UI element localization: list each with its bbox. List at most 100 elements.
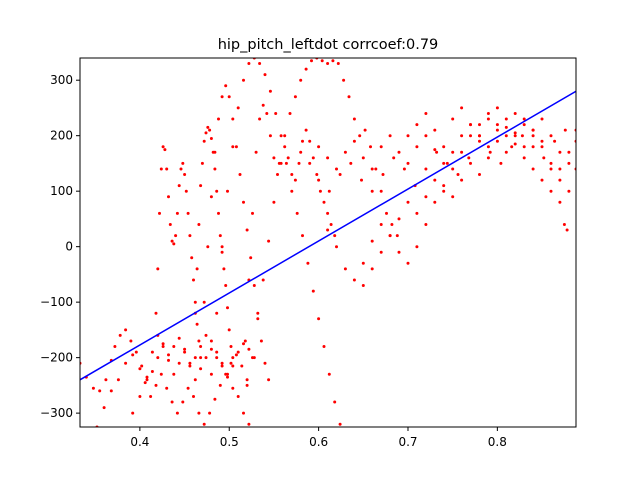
scatter-point [202,422,206,426]
scatter-point [197,411,201,415]
scatter-point [565,228,569,232]
scatter-point [165,167,169,171]
x-tick-label: 0.6 [309,435,328,449]
scatter-point [161,345,165,348]
x-tick-label: 0.8 [488,435,507,449]
scatter-point [442,161,446,165]
fit-line [80,90,576,381]
scatter-point [478,123,481,127]
scatter-point [174,234,178,238]
scatter-point [342,78,346,82]
scatter-point [290,173,294,176]
scatter-point [193,378,197,382]
scatter-point [188,234,192,238]
scatter-point [370,167,374,171]
scatter-point [504,125,508,129]
scatter-point [208,128,212,132]
scatter-point [184,189,188,193]
scatter-point [215,189,219,193]
scatter-point [469,161,472,165]
scatter-point [406,200,410,204]
scatter-point [249,256,253,260]
scatter-point [159,372,163,376]
scatter-point [495,106,499,110]
scatter-point [415,245,419,249]
scatter-point [558,178,562,182]
scatter-point [179,167,183,171]
y-tick-label: −100 [40,295,73,309]
scatter-point [361,156,365,160]
scatter-point [370,267,374,271]
scatter-point [329,223,333,226]
scatter-point [279,134,283,138]
scatter-point [435,150,439,154]
scatter-point [467,156,471,160]
scatter-point [317,317,321,321]
scatter-point [116,378,120,382]
scatter-point [424,134,428,138]
chart-title: hip_pitch_leftdot corrcoef:0.79 [218,37,439,53]
scatter-point [272,156,276,160]
scatter-point [510,145,514,149]
scatter-point [522,123,526,127]
scatter-point [513,142,517,146]
scatter-point [460,134,464,138]
scatter-point [102,406,106,410]
scatter-point [234,145,238,149]
scatter-point [343,267,347,271]
scatter-point [451,195,455,199]
scatter-point [272,200,276,204]
scatter-point [369,145,372,149]
scatter-point [98,389,102,393]
scatter-point [192,278,195,282]
scatter-point [558,150,562,154]
scatter-point [274,112,278,115]
scatter-point [165,386,169,390]
scatter-point [156,356,160,360]
scatter-point [222,267,226,271]
scatter-point [238,173,242,176]
scatter-point [263,361,267,365]
scatter-point [175,211,179,215]
scatter-point [540,178,544,182]
scatter-point [406,261,410,265]
plot-frame [79,57,577,428]
scatter-point [495,139,499,143]
scatter-point [370,189,374,193]
scatter-point [131,411,135,415]
scatter-point [236,395,240,398]
scatter-point [167,358,170,362]
scatter-point [243,339,247,343]
scatter-point [172,372,176,376]
scatter-point [220,364,224,368]
scatter-point [145,378,149,382]
scatter-point [469,123,472,127]
scatter-point [209,372,213,376]
scatter-point [513,112,517,115]
scatter-point [315,173,319,176]
scatter-point [531,145,535,149]
scatter-point [326,62,330,65]
scatter-point [231,386,235,390]
scatter-point [154,383,158,387]
scatter-point [242,342,245,346]
scatter-point [208,411,212,415]
scatter-point [415,211,419,215]
scatter-point [327,372,331,376]
scatter-point [234,353,238,357]
scatter-point [186,386,190,390]
scatter-point [522,156,526,160]
scatter-point [499,161,503,165]
scatter-point [522,117,526,121]
scatter-point [245,228,249,232]
scatter-point [451,150,455,154]
scatter-point [460,150,464,154]
scatter-point [562,223,566,226]
scatter-point [199,184,203,188]
scatter-point [267,378,271,382]
scatter-point [558,200,562,204]
scatter-point [295,211,299,215]
scatter-point [379,189,383,193]
scatter-point [352,139,356,143]
scatter-point [520,134,524,138]
